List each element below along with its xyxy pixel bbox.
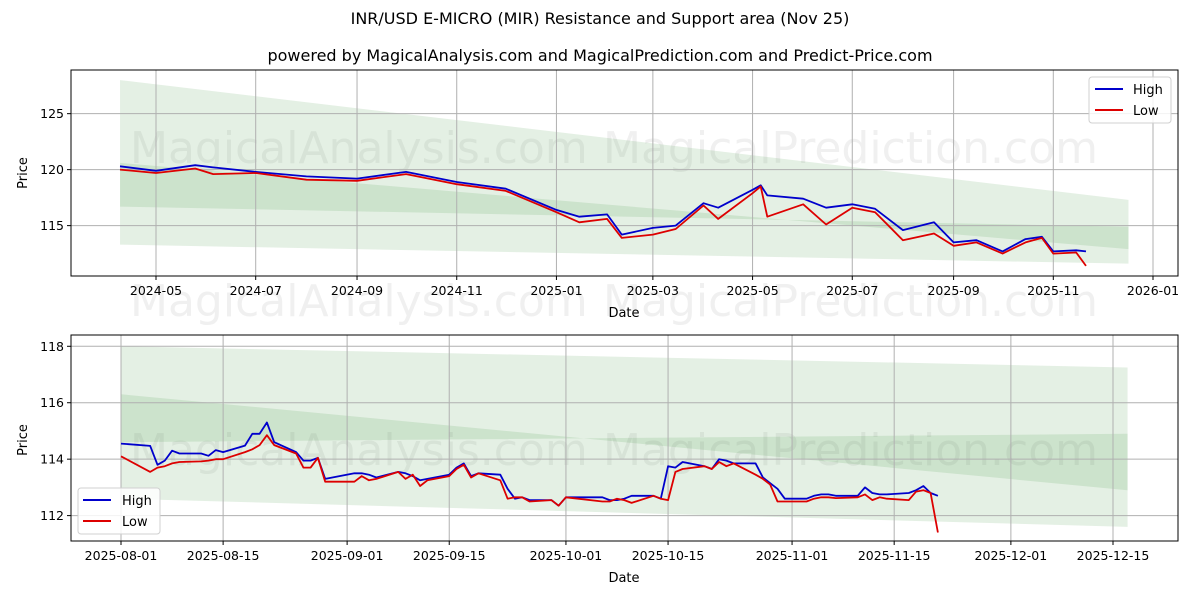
top-chart: MagicalAnalysis.com MagicalAnalysis.com Ma… [16,69,1179,327]
y-tick-label: 112 [40,508,64,523]
x-tick-label: 2025-07 [826,283,878,298]
x-tick-label: 2025-08-15 [187,548,260,563]
low-price-line [120,434,939,533]
high-price-line [120,421,939,507]
top-chart-frame [70,69,1179,277]
bottom-chart-x-axis-label: Date [608,571,639,586]
bottom-chart-x-ticks: 2025-08-01 2025-08-15 2025-09-01 2025-09-15… [85,541,1150,563]
y-tick-label: 116 [40,395,64,410]
chart-subtitle: powered by MagicalAnalysis.com and Magic… [267,46,933,65]
y-tick-label: 115 [40,218,64,233]
outer-band [120,80,1129,264]
x-tick-label: 2025-11 [1027,283,1079,298]
x-tick-label: 2024-09 [331,283,383,298]
x-tick-label: 2025-05 [726,283,778,298]
inner-band [121,394,1128,491]
bottom-chart-plot-area: MagicalAnalysis.com MagicalPrediction.com [71,335,1178,541]
x-tick-label: 2025-09-15 [413,548,486,563]
bottom-chart-y-ticks: 112 114 116 118 [40,339,71,523]
x-tick-label: 2025-11-01 [756,548,829,563]
watermark-text: MagicalAnalysis.com [130,425,588,476]
bottom-chart-frame [70,334,1179,542]
legend-high-label: High [122,494,152,509]
y-tick-label: 118 [40,339,64,354]
legend-high-label: High [1133,83,1163,98]
top-chart-plot-area: MagicalAnalysis.com MagicalAnalysis.com Ma… [71,70,1178,327]
x-tick-label: 2024-11 [431,283,483,298]
x-tick-label: 2025-12-01 [975,548,1048,563]
x-tick-label: 2025-09 [927,283,979,298]
top-chart-y-ticks: 115 120 125 [40,106,71,233]
high-price-line [119,164,1087,253]
y-tick-label: 125 [40,106,64,121]
x-tick-label: 2025-10-15 [632,548,705,563]
x-tick-label: 2025-12-15 [1077,548,1150,563]
x-tick-label: 2024-07 [230,283,282,298]
watermark-text: MagicalAnalysis.com [130,123,588,174]
x-tick-label: 2025-11-15 [858,548,931,563]
outer-band [121,346,1128,527]
watermark-text: MagicalPrediction.com [603,123,1098,174]
x-tick-label: 2025-09-01 [311,548,384,563]
top-chart-x-ticks: 2024-05 2024-07 2024-09 2024-11 2025-01 2025-… [130,276,1179,298]
x-tick-label: 2025-08-01 [85,548,158,563]
legend-low-label: Low [122,515,148,530]
x-tick-label: 2025-10-01 [530,548,603,563]
inner-band [120,162,1129,250]
bottom-chart: MagicalAnalysis.com MagicalPrediction.com… [16,334,1179,586]
watermark-text: MagicalAnalysis.com [130,276,588,327]
top-chart-y-axis-label: Price [16,157,31,189]
bottom-chart-y-axis-label: Price [16,424,31,456]
y-tick-label: 114 [40,452,64,467]
chart-title: INR/USD E-MICRO (MIR) Resistance and Sup… [350,9,850,28]
low-price-line [119,167,1087,267]
x-tick-label: 2025-01 [530,283,582,298]
watermark-text: MagicalPrediction.com [603,425,1098,476]
x-tick-label: 2026-01 [1127,283,1179,298]
top-chart-x-axis-label: Date [608,306,639,321]
watermark-text: MagicalPrediction.com [603,276,1098,327]
x-tick-label: 2025-03 [627,283,679,298]
top-chart-legend: High Low [1088,76,1172,124]
bottom-chart-legend: High Low [77,487,161,535]
y-tick-label: 120 [40,162,64,177]
x-tick-label: 2024-05 [130,283,182,298]
legend-low-label: Low [1133,104,1159,119]
